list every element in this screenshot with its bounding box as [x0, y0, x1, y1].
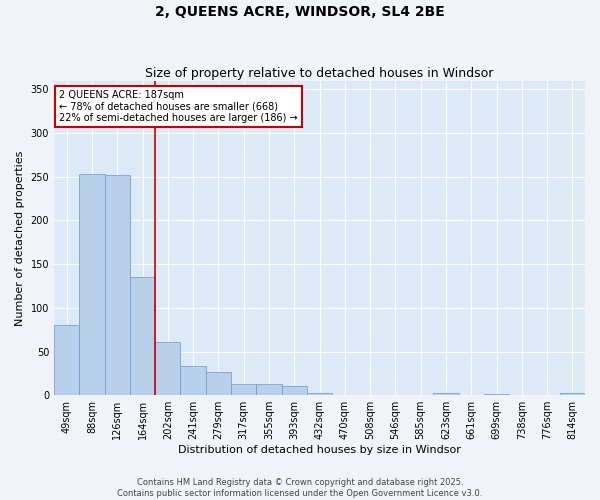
- Bar: [155, 342, 181, 395]
- Text: 2 QUEENS ACRE: 187sqm
← 78% of detached houses are smaller (668)
22% of semi-det: 2 QUEENS ACRE: 187sqm ← 78% of detached …: [59, 90, 298, 124]
- Bar: [484, 394, 509, 395]
- Bar: [256, 384, 281, 395]
- Bar: [231, 384, 256, 395]
- Bar: [307, 394, 332, 395]
- Bar: [560, 394, 585, 395]
- Bar: [79, 174, 104, 395]
- Bar: [433, 394, 458, 395]
- Y-axis label: Number of detached properties: Number of detached properties: [15, 150, 25, 326]
- Text: 2, QUEENS ACRE, WINDSOR, SL4 2BE: 2, QUEENS ACRE, WINDSOR, SL4 2BE: [155, 5, 445, 19]
- Bar: [104, 175, 130, 395]
- Title: Size of property relative to detached houses in Windsor: Size of property relative to detached ho…: [145, 66, 494, 80]
- Bar: [130, 278, 155, 395]
- Text: Contains HM Land Registry data © Crown copyright and database right 2025.
Contai: Contains HM Land Registry data © Crown c…: [118, 478, 482, 498]
- Bar: [206, 372, 231, 395]
- Bar: [281, 386, 307, 395]
- Bar: [54, 326, 79, 395]
- Bar: [181, 366, 206, 395]
- X-axis label: Distribution of detached houses by size in Windsor: Distribution of detached houses by size …: [178, 445, 461, 455]
